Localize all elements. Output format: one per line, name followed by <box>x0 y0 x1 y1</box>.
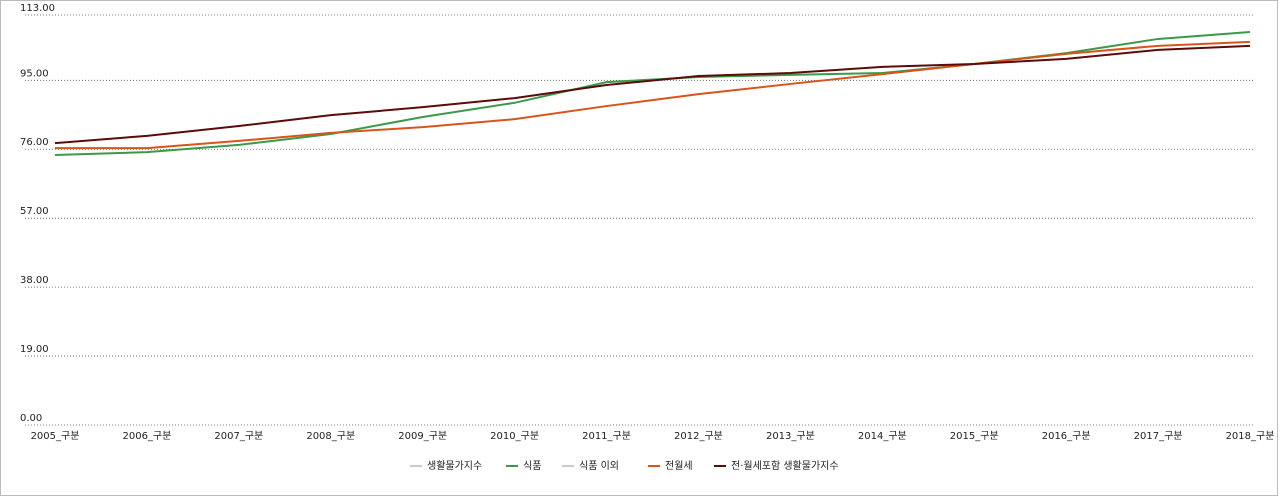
x-tick-label: 2008_구분 <box>306 430 355 442</box>
y-tick-label: 113.00 <box>20 3 55 14</box>
x-tick-label: 2006_구분 <box>122 430 171 442</box>
legend-label[interactable]: 생활물가지수 <box>427 459 482 472</box>
y-tick-label: 0.00 <box>20 413 42 424</box>
x-tick-label: 2017_구분 <box>1134 430 1183 442</box>
x-tick-label: 2011_구분 <box>582 430 631 442</box>
x-tick-label: 2005_구분 <box>31 430 80 442</box>
legend-label[interactable]: 식품 이외 <box>579 460 619 472</box>
legend-label[interactable]: 식품 <box>523 460 541 472</box>
y-tick-label: 95.00 <box>20 68 49 79</box>
y-tick-label: 57.00 <box>20 206 49 217</box>
y-tick-label: 19.00 <box>20 344 49 355</box>
series-line <box>55 40 1251 150</box>
legend-label[interactable]: 전월세 <box>665 460 693 472</box>
series-line <box>54 44 1251 145</box>
y-tick-label: 38.00 <box>20 275 49 286</box>
x-tick-label: 2012_구분 <box>674 430 723 442</box>
x-tick-label: 2018_구분 <box>1226 430 1275 442</box>
x-tick-label: 2013_구분 <box>766 430 815 442</box>
legend-label[interactable]: 전·월세포함 생활물가지수 <box>731 459 839 472</box>
x-tick-label: 2014_구분 <box>858 430 907 442</box>
x-tick-label: 2010_구분 <box>490 430 539 442</box>
y-tick-label: 76.00 <box>20 137 49 148</box>
x-tick-label: 2016_구분 <box>1042 430 1091 442</box>
x-tick-label: 2007_구분 <box>214 430 263 442</box>
x-tick-label: 2015_구분 <box>950 430 999 442</box>
x-tick-label: 2009_구분 <box>398 430 447 442</box>
